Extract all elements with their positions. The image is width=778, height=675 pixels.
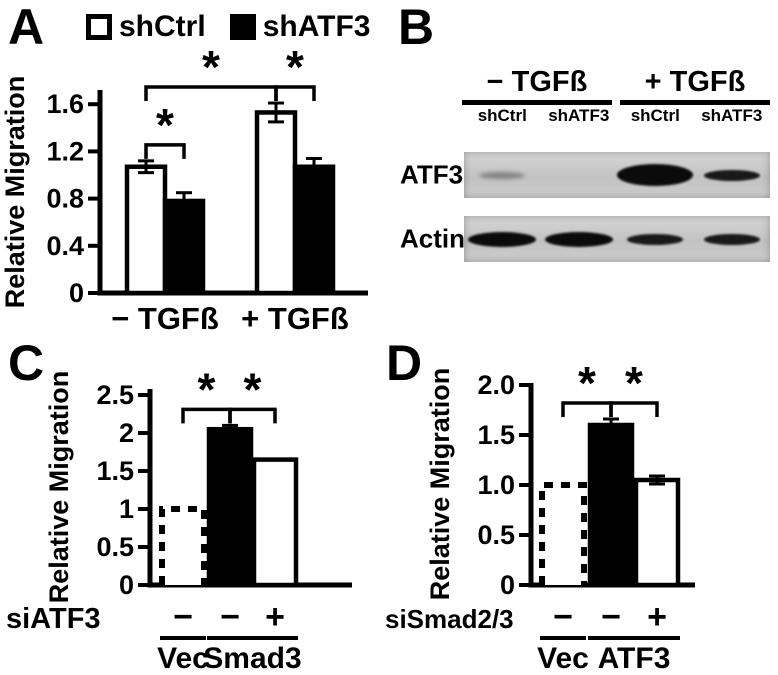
blot-row-atf3: ATF3 xyxy=(398,152,778,198)
significance-star: * xyxy=(625,357,643,409)
bar-open xyxy=(251,457,299,588)
blot-row-label: Actin xyxy=(400,223,465,254)
y-tick-label: 1.0 xyxy=(477,470,515,500)
x-row-label: siATF3 xyxy=(6,603,101,635)
legend: shCtrl shATF3 xyxy=(86,10,370,44)
x-symbol: − xyxy=(601,598,621,636)
y-tick-label: 1 xyxy=(119,494,134,524)
panel-b-label: B xyxy=(398,0,435,55)
y-tick-label: 2.0 xyxy=(477,370,515,400)
open-bar-swatch-icon xyxy=(86,14,112,40)
y-tick-label: 1.5 xyxy=(477,420,515,450)
x-group-label: + TGFß xyxy=(241,301,349,336)
x-symbol: − xyxy=(173,598,193,636)
panel-b-blot: − TGFß + TGFß shCtrl shATF3 shCtrl shATF3 A… xyxy=(398,0,778,340)
y-axis-label: Relative Migration xyxy=(44,371,74,604)
y-tick-label: 0 xyxy=(119,570,134,600)
legend-item-shctrl: shCtrl xyxy=(86,10,206,44)
significance-star: * xyxy=(578,357,596,409)
bar-dashed xyxy=(539,482,587,585)
panel-c-label: C xyxy=(8,335,45,391)
x-symbol: − xyxy=(220,598,240,636)
panel-d-label: D xyxy=(386,335,423,391)
blot-strip-atf3 xyxy=(464,152,770,198)
lane-label: shATF3 xyxy=(701,106,763,125)
significance-star: * xyxy=(156,99,174,151)
y-axis-label: Relative Migration xyxy=(0,76,30,309)
filled-bar-swatch-icon xyxy=(229,14,256,40)
y-tick-label: 1.6 xyxy=(46,89,84,119)
bar-open xyxy=(254,110,298,296)
bar-dashed xyxy=(159,506,207,585)
legend-item-shatf3: shATF3 xyxy=(229,10,371,44)
y-tick-label: 0 xyxy=(69,278,84,308)
bar-open xyxy=(633,477,681,588)
blot-row-label: ATF3 xyxy=(400,159,464,190)
x-symbol: + xyxy=(265,598,285,636)
x-symbol: + xyxy=(647,598,667,636)
significance-bracket xyxy=(144,143,186,159)
protein-band xyxy=(479,171,526,179)
condition-underline xyxy=(620,100,770,105)
panel-a-chart: Relative Migration 0 0.4 0.8 1.2 1.6 * * * − TGFß… xyxy=(0,41,368,336)
condition-label: + TGFß xyxy=(644,66,746,98)
lane-label: shCtrl xyxy=(630,106,680,125)
x-group-label: Vec xyxy=(157,642,209,675)
x-group-label: Vec xyxy=(537,642,589,675)
y-tick-label: 0.8 xyxy=(46,184,84,214)
x-group-label: − TGFß xyxy=(111,301,219,336)
significance-bracket xyxy=(228,407,277,424)
bar-filled xyxy=(292,164,336,296)
x-group-label: Smad3 xyxy=(203,642,301,675)
bar-filled xyxy=(206,426,254,588)
significance-star: * xyxy=(244,363,262,415)
significance-bracket xyxy=(609,401,659,417)
bar-filled xyxy=(162,198,206,296)
y-tick-label: 0 xyxy=(500,570,515,600)
protein-band xyxy=(703,233,760,245)
y-tick-label: 0.5 xyxy=(477,520,515,550)
condition-label: − TGFß xyxy=(486,66,588,98)
y-tick-label: 1.5 xyxy=(96,456,134,486)
panel-d-chart: Relative Migration 0 0.5 1.0 1.5 2.0 * * siSmad2… xyxy=(385,357,695,675)
x-group-label: ATF3 xyxy=(598,642,671,675)
lane-label: shATF3 xyxy=(548,106,610,125)
x-symbol: − xyxy=(553,598,573,636)
y-axis-label: Relative Migration xyxy=(425,368,455,601)
y-tick-label: 0.4 xyxy=(46,231,84,261)
protein-band xyxy=(703,169,760,181)
x-row-label: siSmad2/3 xyxy=(385,604,514,634)
lane-labels: shCtrl shATF3 shCtrl shATF3 xyxy=(464,106,770,126)
y-tick-label: 2.5 xyxy=(96,380,134,410)
legend-label-shctrl: shCtrl xyxy=(119,10,206,43)
condition-group-plus-tgfb: + TGFß xyxy=(620,66,770,105)
significance-star: * xyxy=(198,363,216,415)
bar-open xyxy=(124,164,168,296)
protein-band xyxy=(468,231,537,247)
significance-star: * xyxy=(286,41,304,93)
protein-band xyxy=(617,164,694,186)
y-tick-label: 2 xyxy=(119,418,134,448)
significance-bracket xyxy=(274,85,316,102)
blot-row-actin: Actin xyxy=(398,216,778,262)
y-tick-label: 1.2 xyxy=(46,136,84,166)
significance-star: * xyxy=(202,41,220,93)
bar-filled xyxy=(587,422,635,588)
condition-group-minus-tgfb: − TGFß xyxy=(462,66,612,105)
legend-label-shatf3: shATF3 xyxy=(262,10,371,43)
blot-strip-actin xyxy=(464,216,770,262)
condition-underline xyxy=(462,100,612,105)
panel-a-label: A xyxy=(8,0,45,55)
protein-band xyxy=(544,231,613,247)
y-tick-label: 0.5 xyxy=(96,532,134,562)
panel-c-chart: Relative Migration 0 0.5 1 1.5 2 2.5 * * siATF3 − −… xyxy=(6,363,352,675)
lane-label: shCtrl xyxy=(477,106,527,125)
protein-band xyxy=(627,233,684,245)
